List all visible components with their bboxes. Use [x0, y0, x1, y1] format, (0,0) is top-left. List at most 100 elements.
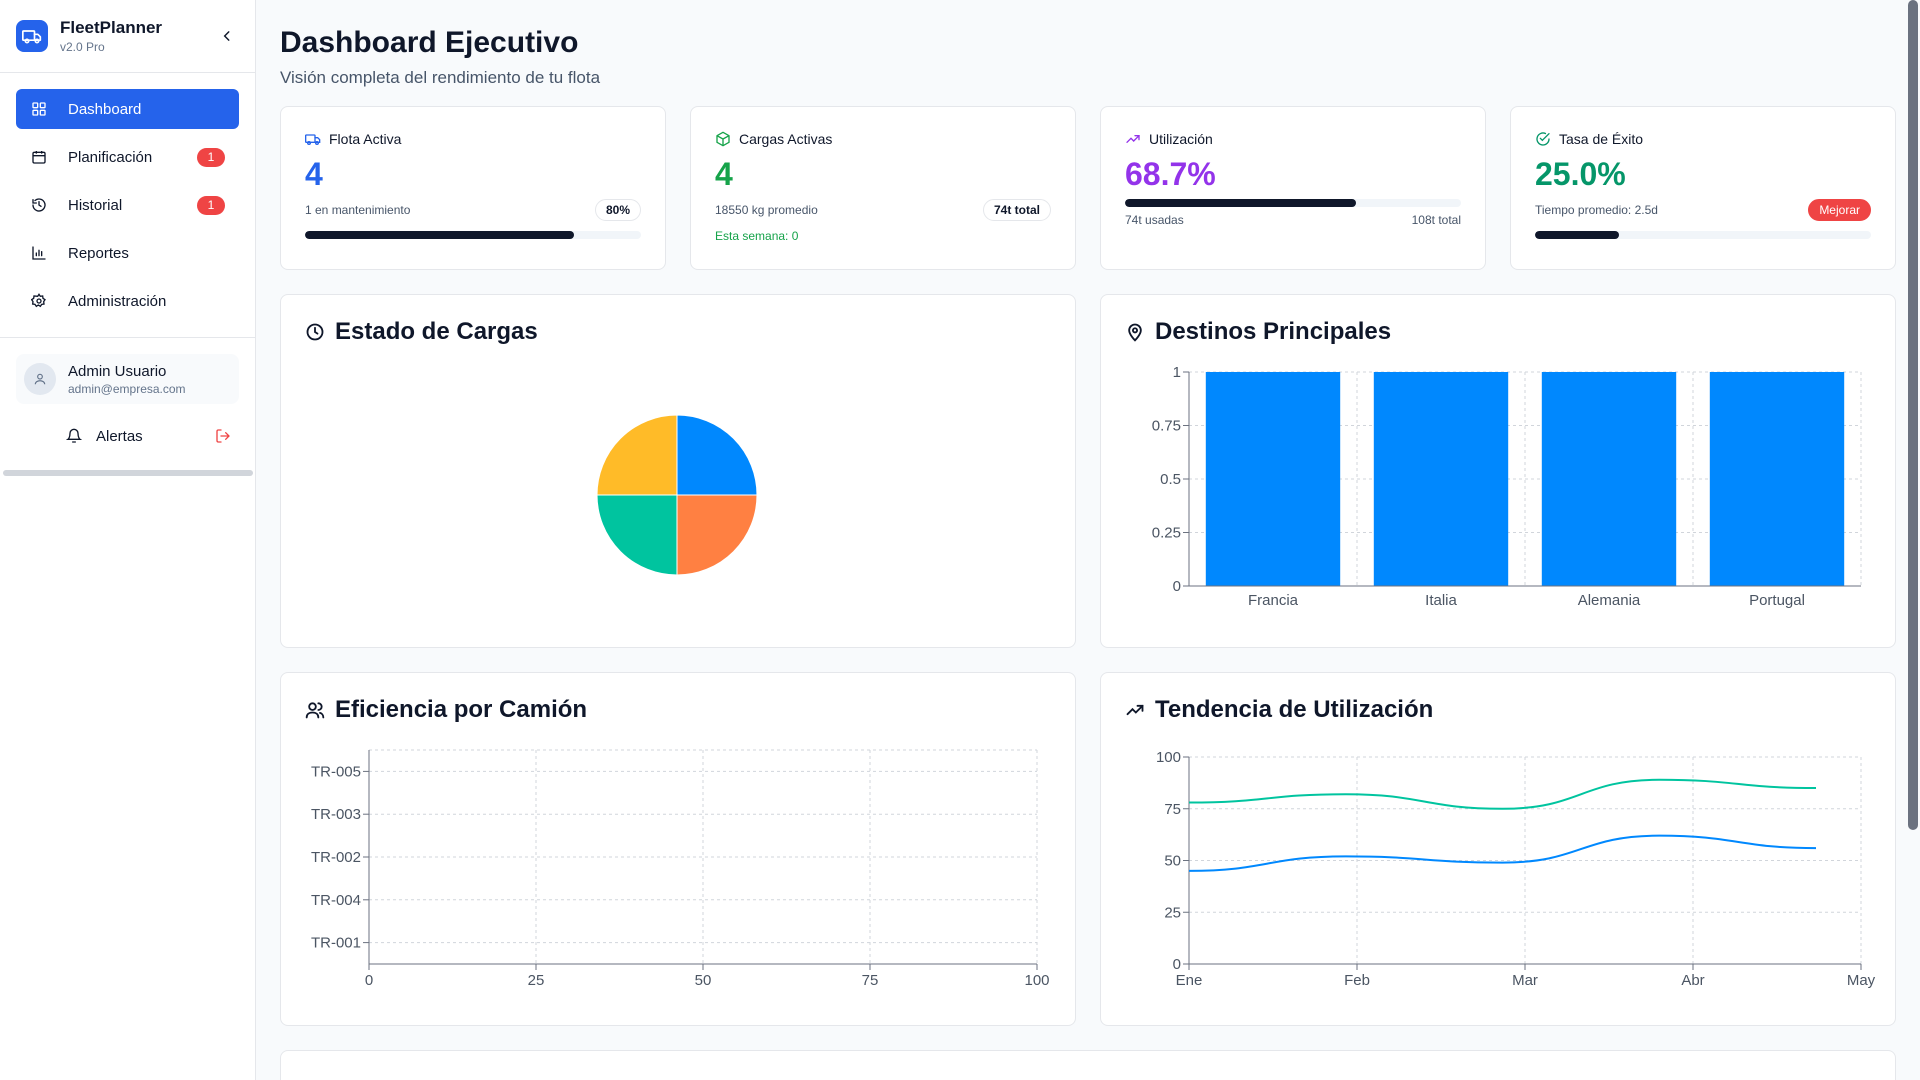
sidebar-nav: Dashboard Planificación 1 Historial 1 Re…	[0, 73, 255, 338]
sidebar-item-label: Planificación	[68, 148, 153, 166]
sidebar-item-historial[interactable]: Historial 1	[16, 185, 239, 225]
panel-title: Eficiencia por Camión	[335, 696, 588, 723]
sidebar-item-label: Historial	[68, 196, 123, 214]
total-capacity: 108t total	[1411, 213, 1461, 227]
sidebar-item-administracion[interactable]: Administración	[16, 281, 239, 321]
kpi-card-loads: Cargas Activas 4 18550 kg promedio 74t t…	[690, 106, 1076, 270]
user-icon	[34, 373, 46, 385]
notification-badge: 1	[197, 147, 225, 167]
sidebar-item-reportes[interactable]: Reportes	[16, 233, 239, 273]
kpi-label: Flota Activa	[329, 131, 402, 147]
users-icon	[305, 702, 325, 719]
y-tick-label: 25	[1164, 904, 1181, 921]
x-tick-label: Abr	[1681, 972, 1704, 989]
horizontal-scrollbar[interactable]	[3, 470, 253, 476]
y-tick-label: 0	[1173, 956, 1181, 973]
kpi-row: Flota Activa 4 1 en mantenimiento 80% Ca…	[280, 106, 1896, 270]
vertical-scrollbar[interactable]	[1908, 0, 1918, 830]
pie-chart	[596, 414, 758, 576]
trending-up-icon	[1126, 135, 1140, 143]
page-title: Dashboard Ejecutivo	[280, 26, 579, 59]
kpi-label: Cargas Activas	[739, 131, 833, 147]
charts-row-1: Estado de Cargas Destinos Principales 0 0…	[280, 294, 1896, 648]
y-tick-label: 75	[1164, 801, 1181, 818]
x-tick-label: Italia	[1425, 592, 1457, 609]
y-tick-label: 0.25	[1152, 525, 1181, 542]
truck-icon	[305, 134, 321, 145]
x-tick-label: Portugal	[1749, 592, 1805, 609]
y-tick-label: 100	[1156, 749, 1181, 766]
collapse-sidebar-button[interactable]	[215, 24, 239, 48]
brand-header: FleetPlanner v2.0 Pro	[0, 0, 255, 73]
y-tick-label: 0	[1173, 578, 1181, 595]
x-tick-label: Alemania	[1578, 592, 1641, 609]
main-content: Dashboard Ejecutivo Visión completa del …	[256, 0, 1920, 1080]
app-name: FleetPlanner	[60, 18, 163, 37]
destinations-panel: Destinos Principales 0 0.25 0.5 0.75 1 Franci…	[1100, 294, 1896, 648]
series-line	[1188, 778, 1817, 810]
avatar	[24, 363, 56, 395]
chevron-left-icon	[223, 31, 230, 41]
sidebar-item-dashboard[interactable]: Dashboard	[16, 89, 239, 129]
y-tick-label: TR-002	[311, 849, 361, 866]
x-tick-label: Mar	[1512, 972, 1538, 989]
x-tick-label: 25	[528, 972, 545, 989]
pie-slice	[676, 494, 758, 576]
panel-title: Estado de Cargas	[335, 318, 538, 345]
bar	[1373, 372, 1509, 586]
kpi-card-fleet: Flota Activa 4 1 en mantenimiento 80%	[280, 106, 666, 270]
trending-up-icon	[1126, 704, 1144, 716]
x-tick-label: 100	[1024, 972, 1049, 989]
y-tick-label: TR-004	[311, 892, 361, 909]
used-capacity: 74t usadas	[1125, 213, 1184, 227]
efficiency-panel: Eficiencia por Camión 0 25 50 75 100 TR-005 TR…	[280, 672, 1076, 1026]
sidebar-item-planificacion[interactable]: Planificación 1	[16, 137, 239, 177]
progress-track	[1125, 199, 1461, 207]
pie-slice	[676, 414, 758, 496]
user-card[interactable]: Admin Usuario admin@empresa.com	[16, 354, 239, 404]
progress-fill	[1125, 199, 1356, 207]
map-pin-icon	[1128, 323, 1142, 342]
gear-icon	[30, 292, 48, 310]
sidebar-item-label: Reportes	[68, 244, 129, 262]
dashboard-icon	[30, 100, 48, 118]
history-icon	[30, 196, 48, 214]
sidebar: FleetPlanner v2.0 Pro Dashboard Planific…	[0, 0, 256, 1080]
trend-panel: Tendencia de Utilización 0 25 50 75 100 Ene Fe…	[1100, 672, 1896, 1026]
progress-track	[1535, 231, 1871, 239]
charts-row-2: Eficiencia por Camión 0 25 50 75 100 TR-005 TR…	[280, 672, 1896, 1026]
user-section: Admin Usuario admin@empresa.com Alertas	[0, 338, 255, 472]
destinations-bar-chart: 0 0.25 0.5 0.75 1 Francia Italia Alemania Portug…	[1152, 364, 1862, 609]
x-tick-label: Francia	[1248, 592, 1299, 609]
progress-fill	[305, 231, 574, 239]
y-tick-label: 1	[1173, 364, 1181, 381]
pie-slice	[596, 414, 678, 496]
y-tick-label: 0.5	[1160, 471, 1181, 488]
panel-title: Tendencia de Utilización	[1155, 696, 1434, 723]
kpi-value: 25.0%	[1535, 156, 1626, 192]
user-name: Admin Usuario	[68, 362, 167, 380]
y-tick-label: TR-005	[311, 763, 361, 780]
logout-icon[interactable]	[215, 428, 231, 444]
bar-chart-icon	[30, 244, 48, 262]
pie-slice	[596, 494, 678, 576]
kpi-card-success: Tasa de Éxito 25.0% Tiempo promedio: 2.5…	[1510, 106, 1896, 270]
next-panel	[280, 1050, 1896, 1080]
x-tick-label: 75	[862, 972, 879, 989]
improve-badge: Mejorar	[1808, 199, 1871, 221]
kpi-meta: 1 en mantenimiento	[305, 203, 411, 217]
x-tick-label: May	[1847, 972, 1876, 989]
alerts-button[interactable]: Alertas	[96, 427, 143, 445]
panel-title: Destinos Principales	[1155, 318, 1392, 345]
bar	[1709, 372, 1845, 586]
truck-logo-icon	[16, 20, 48, 52]
page-subtitle: Visión completa del rendimiento de tu fl…	[280, 68, 601, 87]
sidebar-item-label: Dashboard	[68, 100, 142, 118]
progress-track	[305, 231, 641, 239]
kpi-value: 4	[715, 156, 733, 192]
kpi-card-utilization: Utilización 68.7% 74t usadas 108t total	[1100, 106, 1486, 270]
x-tick-label: Feb	[1344, 972, 1370, 989]
kpi-label: Tasa de Éxito	[1559, 131, 1644, 147]
package-icon	[716, 131, 730, 147]
check-circle-icon	[1536, 132, 1550, 146]
